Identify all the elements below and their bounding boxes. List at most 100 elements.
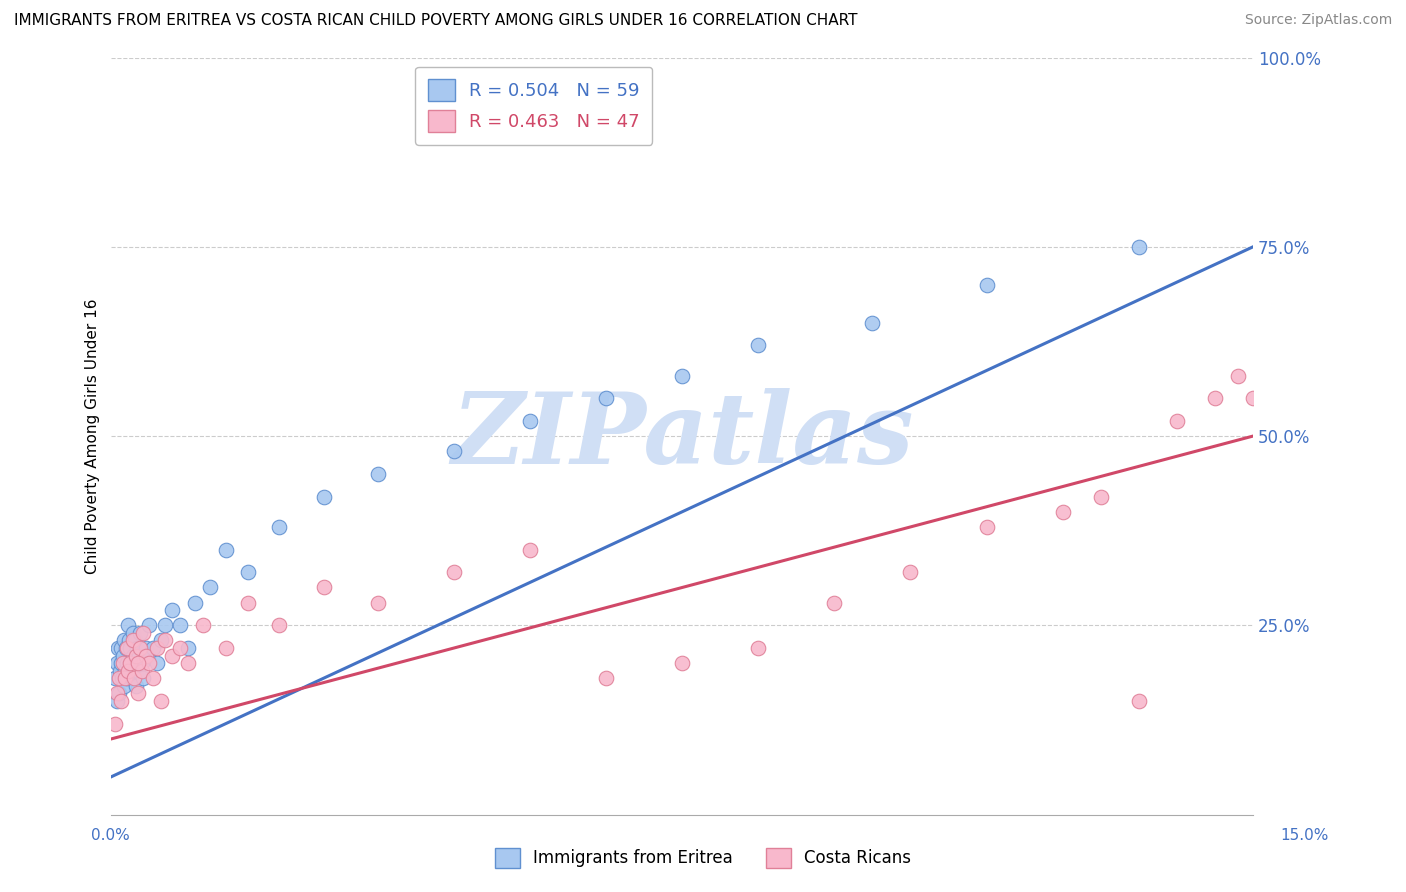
Point	[671, 656, 693, 670]
Point	[135, 641, 157, 656]
Point	[153, 618, 176, 632]
Point	[108, 686, 131, 700]
Point	[108, 664, 131, 678]
Point	[176, 656, 198, 670]
Point	[671, 368, 693, 383]
Point	[122, 664, 145, 678]
Point	[135, 648, 157, 663]
Point	[860, 316, 883, 330]
Point	[136, 648, 159, 663]
Point	[976, 520, 998, 534]
Point	[131, 656, 153, 670]
Point	[238, 596, 260, 610]
Point	[127, 641, 149, 656]
Point	[214, 641, 236, 656]
Point	[184, 596, 207, 610]
Point	[115, 656, 138, 670]
Point	[149, 694, 172, 708]
Point	[110, 641, 132, 656]
Point	[129, 641, 152, 656]
Point	[1226, 368, 1249, 383]
Point	[138, 618, 160, 632]
Point	[121, 671, 143, 685]
Point	[125, 648, 148, 663]
Point	[595, 391, 617, 405]
Point	[118, 633, 141, 648]
Point	[120, 641, 142, 656]
Point	[115, 641, 138, 656]
Point	[122, 671, 145, 685]
Point	[267, 520, 290, 534]
Point	[146, 641, 169, 656]
Point	[107, 686, 129, 700]
Point	[142, 641, 165, 656]
Point	[1128, 694, 1150, 708]
Text: Source: ZipAtlas.com: Source: ZipAtlas.com	[1244, 13, 1392, 28]
Point	[125, 679, 148, 693]
Point	[117, 618, 139, 632]
Point	[131, 664, 153, 678]
Point	[162, 603, 184, 617]
Point	[1241, 391, 1264, 405]
Point	[367, 467, 389, 481]
Point	[117, 671, 139, 685]
Point	[110, 694, 132, 708]
Point	[105, 694, 128, 708]
Point	[111, 671, 134, 685]
Point	[146, 656, 169, 670]
Point	[367, 596, 389, 610]
Point	[142, 671, 165, 685]
Point	[120, 656, 142, 670]
Point	[118, 656, 141, 670]
Point	[747, 641, 769, 656]
Point	[114, 671, 136, 685]
Point	[124, 633, 146, 648]
Text: 0.0%: 0.0%	[91, 828, 131, 843]
Point	[162, 648, 184, 663]
Point	[900, 566, 922, 580]
Point	[138, 656, 160, 670]
Point	[120, 656, 142, 670]
Point	[1128, 240, 1150, 254]
Point	[128, 648, 150, 663]
Point	[519, 414, 541, 428]
Point	[238, 566, 260, 580]
Point	[110, 656, 132, 670]
Point	[169, 618, 191, 632]
Legend: R = 0.504   N = 59, R = 0.463   N = 47: R = 0.504 N = 59, R = 0.463 N = 47	[415, 67, 652, 145]
Point	[1090, 490, 1112, 504]
Point	[747, 338, 769, 352]
Point	[129, 626, 152, 640]
Point	[125, 656, 148, 670]
Point	[443, 444, 465, 458]
Point	[112, 679, 135, 693]
Point	[112, 633, 135, 648]
Point	[314, 490, 336, 504]
Point	[115, 641, 138, 656]
Point	[132, 671, 155, 685]
Point	[107, 656, 129, 670]
Point	[200, 581, 222, 595]
Point	[111, 656, 134, 670]
Point	[127, 664, 149, 678]
Point	[108, 671, 131, 685]
Point	[121, 626, 143, 640]
Legend: Immigrants from Eritrea, Costa Ricans: Immigrants from Eritrea, Costa Ricans	[488, 841, 918, 875]
Point	[107, 641, 129, 656]
Point	[132, 626, 155, 640]
Point	[122, 648, 145, 663]
Point	[1204, 391, 1226, 405]
Text: 15.0%: 15.0%	[1281, 828, 1329, 843]
Point	[117, 664, 139, 678]
Point	[1052, 505, 1074, 519]
Point	[104, 671, 127, 685]
Point	[1166, 414, 1188, 428]
Point	[127, 686, 149, 700]
Y-axis label: Child Poverty Among Girls Under 16: Child Poverty Among Girls Under 16	[86, 298, 100, 574]
Text: IMMIGRANTS FROM ERITREA VS COSTA RICAN CHILD POVERTY AMONG GIRLS UNDER 16 CORREL: IMMIGRANTS FROM ERITREA VS COSTA RICAN C…	[14, 13, 858, 29]
Point	[214, 542, 236, 557]
Point	[169, 641, 191, 656]
Point	[153, 633, 176, 648]
Point	[111, 648, 134, 663]
Point	[127, 656, 149, 670]
